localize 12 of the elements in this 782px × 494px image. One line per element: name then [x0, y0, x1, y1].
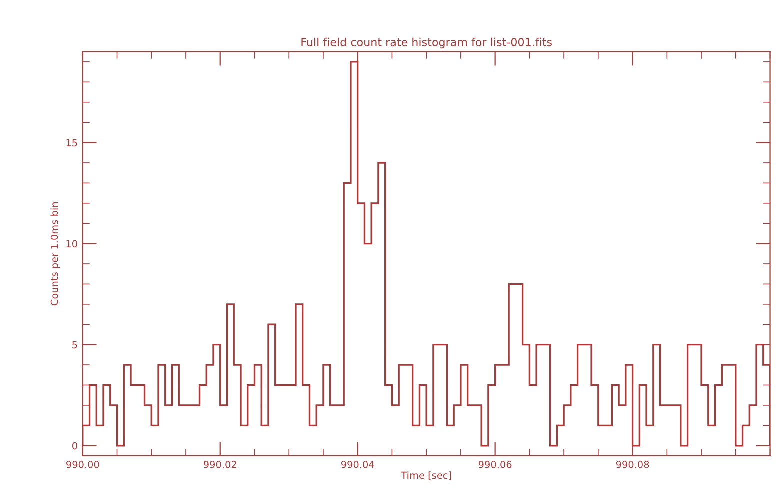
y-tick-label: 15	[66, 139, 78, 147]
x-tick-label: 990.06	[478, 460, 512, 468]
x-tick-label: 990.00	[66, 460, 100, 468]
x-tick-label: 990.02	[204, 460, 236, 468]
x-tick-label: 990.04	[341, 460, 374, 468]
y-tick-label: 5	[72, 341, 78, 349]
y-tick-label: 0	[72, 442, 78, 450]
x-axis-title: Time [sec]	[401, 472, 452, 480]
y-tick-label: 10	[66, 240, 78, 248]
y-axis-title: Counts per 1.0ms bin	[50, 202, 60, 306]
x-tick-label: 990.08	[616, 460, 650, 468]
chart-title: Full field count rate histogram for list-001.fits	[302, 38, 552, 49]
